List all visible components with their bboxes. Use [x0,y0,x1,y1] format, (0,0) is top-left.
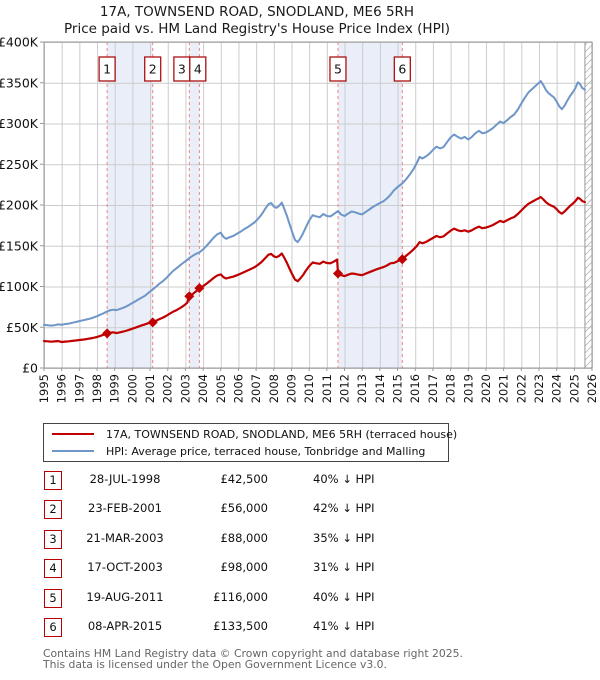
svg-text:2000: 2000 [125,374,139,403]
legend-property-label: 17A, TOWNSEND ROAD, SNODLAND, ME6 5RH (t… [106,427,458,441]
y-axis-labels: £0 £50K £100K £150K £200K £250K £300K £350K £400… [0,35,39,376]
row-date: 21-MAR-2003 [86,531,164,545]
svg-text:5: 5 [334,62,342,77]
row-number-badge: 5 [44,589,62,608]
svg-text:2025: 2025 [567,374,581,403]
row-date: 08-APR-2015 [87,619,163,633]
svg-text:2020: 2020 [479,374,493,403]
svg-text:2003: 2003 [178,374,192,403]
row-hpi-diff: 31% ↓ HPI [313,560,375,574]
svg-text:2006: 2006 [231,374,245,403]
svg-text:2015: 2015 [391,374,405,403]
legend-item-hpi: HPI: Average price, terraced house, Tonb… [44,444,448,459]
svg-text:2014: 2014 [373,374,387,403]
row-hpi-diff: 42% ↓ HPI [313,501,375,515]
svg-text:4: 4 [194,62,202,77]
legend-item-property: 17A, TOWNSEND ROAD, SNODLAND, ME6 5RH (t… [44,427,457,442]
svg-text:2021: 2021 [497,374,511,403]
row-number-badge: 6 [44,618,62,637]
svg-text:1995: 1995 [37,374,51,403]
chart-legend: 17A, TOWNSEND ROAD, SNODLAND, ME6 5RH (t… [43,423,457,462]
svg-text:£400K: £400K [0,35,39,50]
axis-ticks [40,41,593,371]
svg-text:£50K: £50K [6,320,39,335]
row-hpi-diff: 40% ↓ HPI [313,472,375,486]
svg-text:2022: 2022 [514,374,528,403]
svg-text:2004: 2004 [196,374,210,403]
row-price: £98,000 [220,560,268,574]
row-hpi-diff: 41% ↓ HPI [313,619,375,633]
row-hpi-diff: 40% ↓ HPI [313,590,375,604]
footer-copyright: Contains HM Land Registry data © Crown c… [43,647,463,660]
svg-text:£0: £0 [22,361,38,376]
svg-text:1999: 1999 [108,374,122,403]
svg-text:1997: 1997 [72,374,86,403]
svg-text:2005: 2005 [214,374,228,403]
svg-text:£300K: £300K [0,116,39,131]
svg-text:2017: 2017 [426,374,440,403]
row-date: 17-OCT-2003 [87,560,163,574]
svg-text:6: 6 [398,62,406,77]
row-price: £42,500 [220,472,268,486]
transaction-date-lines [106,42,403,368]
row-price: £133,500 [213,619,268,633]
svg-text:1996: 1996 [55,374,69,403]
svg-text:2009: 2009 [284,374,298,403]
svg-text:2016: 2016 [408,374,422,403]
page-subtitle: Price paid vs. HM Land Registry's House … [64,21,450,37]
row-price: £56,000 [220,501,268,515]
table-row: 4 17-OCT-2003 £98,000 31% ↓ HPI [0,559,600,579]
legend-hpi-label: HPI: Average price, terraced house, Tonb… [106,444,426,458]
svg-text:2011: 2011 [320,374,334,403]
svg-text:2012: 2012 [338,374,352,403]
page-title: 17A, TOWNSEND ROAD, SNODLAND, ME6 5RH [99,4,415,20]
table-row: 3 21-MAR-2003 £88,000 35% ↓ HPI [0,530,600,550]
row-number-badge: 3 [44,530,62,549]
table-row: 2 23-FEB-2001 £56,000 42% ↓ HPI [0,500,600,520]
svg-text:2007: 2007 [249,374,263,403]
svg-text:£250K: £250K [0,157,39,172]
svg-text:2026: 2026 [585,374,599,403]
sale-markers [102,254,408,339]
hpi-line [43,80,586,327]
svg-text:£200K: £200K [0,198,39,213]
svg-text:1998: 1998 [90,374,104,403]
svg-text:2023: 2023 [532,374,546,403]
table-row: 1 28-JUL-1998 £42,500 40% ↓ HPI [0,471,600,491]
svg-text:3: 3 [178,62,186,77]
svg-text:£350K: £350K [0,75,39,90]
svg-text:2008: 2008 [267,374,281,403]
svg-text:2001: 2001 [143,374,157,403]
price-chart: 1 2 3 4 5 6 £0 £50K £100K £150K £200K £250K £300K £35… [0,35,599,404]
svg-text:2010: 2010 [302,374,316,403]
svg-text:£100K: £100K [0,279,39,294]
svg-text:1: 1 [103,62,111,77]
table-row: 5 19-AUG-2011 £116,000 40% ↓ HPI [0,589,600,609]
future-hatch-region [584,42,592,368]
svg-text:£150K: £150K [0,238,39,253]
row-price: £116,000 [213,590,268,604]
property-price-line [42,195,587,344]
row-date: 28-JUL-1998 [89,472,161,486]
svg-text:2018: 2018 [444,374,458,403]
hpi-line-sample [52,450,94,452]
row-date: 23-FEB-2001 [88,501,162,515]
row-number-badge: 4 [44,559,62,578]
svg-text:2: 2 [149,62,157,77]
row-price: £88,000 [220,531,268,545]
row-date: 19-AUG-2011 [86,590,164,604]
x-axis-labels: 1995 1996 1997 1998 1999 2000 2001 2002 2003 2004… [37,374,599,403]
row-number-badge: 2 [44,500,62,519]
svg-text:2002: 2002 [161,374,175,403]
svg-text:2013: 2013 [355,374,369,403]
row-hpi-diff: 35% ↓ HPI [313,531,375,545]
table-row: 6 08-APR-2015 £133,500 41% ↓ HPI [0,618,600,638]
property-line-sample [52,433,94,435]
footer-licence: This data is licensed under the Open Gov… [43,658,387,671]
svg-text:2019: 2019 [461,374,475,403]
row-number-badge: 1 [44,471,62,490]
svg-text:2024: 2024 [550,374,564,403]
